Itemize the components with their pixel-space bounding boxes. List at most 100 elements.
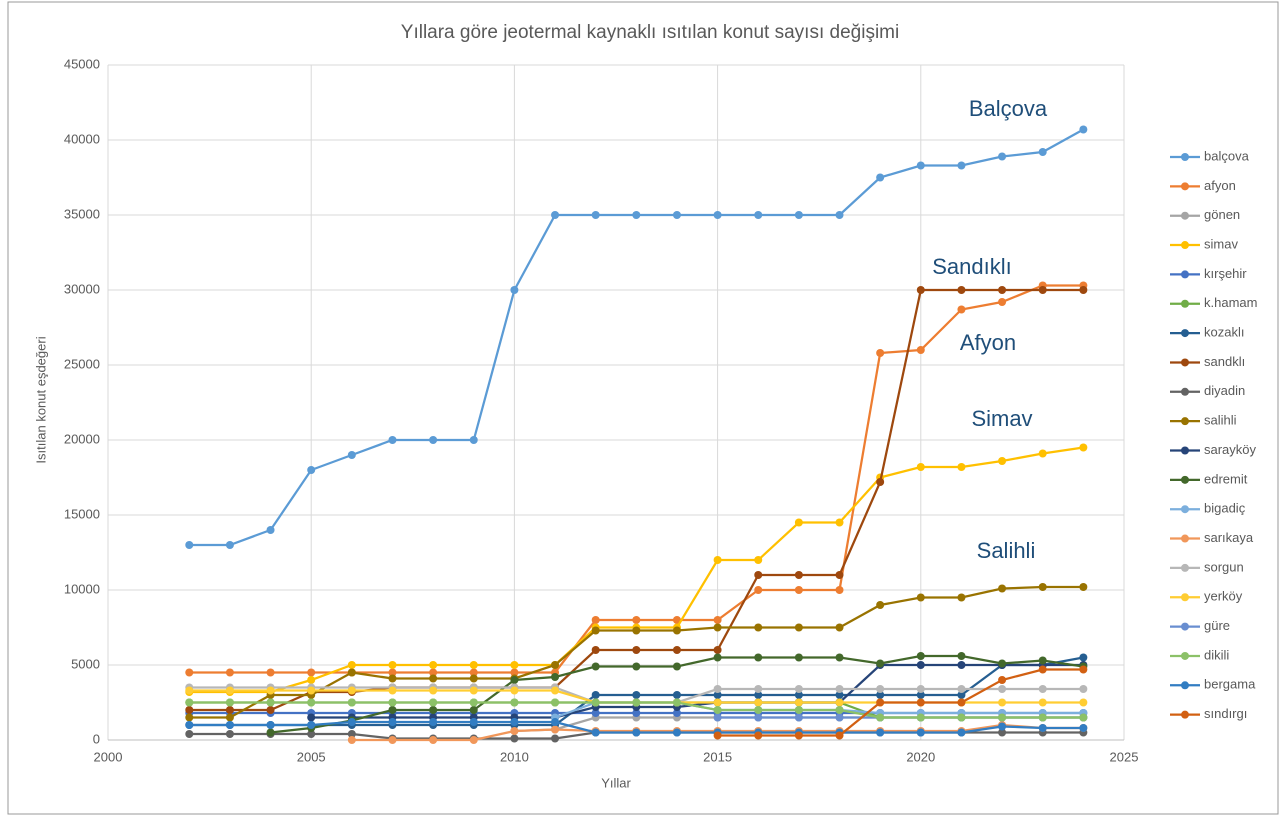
- legend-label: güre: [1204, 618, 1230, 633]
- data-point: [551, 686, 560, 695]
- data-point: [957, 161, 966, 170]
- data-point: [591, 626, 600, 635]
- data-point: [1079, 713, 1088, 722]
- data-point: [388, 661, 397, 669]
- data-point: [998, 713, 1007, 722]
- data-point: [957, 286, 966, 294]
- data-point: [347, 698, 356, 707]
- legend-marker: [1181, 241, 1189, 250]
- data-point: [835, 698, 844, 707]
- data-point: [632, 646, 641, 654]
- data-point: [632, 616, 641, 624]
- data-point: [916, 161, 925, 170]
- plot: Balçova Sandıklı Afyon Simav Salihli: [185, 96, 1088, 744]
- data-point: [510, 668, 519, 677]
- data-point: [307, 676, 316, 684]
- data-point: [794, 698, 803, 707]
- data-point: [1038, 449, 1047, 458]
- data-point: [1038, 286, 1047, 294]
- data-point: [835, 518, 844, 527]
- data-point: [469, 436, 478, 444]
- data-point: [429, 736, 438, 744]
- data-point: [998, 728, 1007, 737]
- legend-marker: [1181, 299, 1189, 308]
- legend-marker: [1181, 563, 1189, 572]
- data-point: [388, 668, 397, 677]
- data-point: [754, 691, 763, 699]
- legend-label: balçova: [1204, 148, 1250, 163]
- data-point: [916, 652, 925, 660]
- y-tick-label: 5000: [71, 656, 100, 671]
- data-point: [957, 593, 966, 602]
- legend-marker: [1181, 446, 1189, 455]
- data-point: [713, 731, 722, 740]
- data-point: [1079, 125, 1088, 134]
- data-point: [916, 463, 925, 471]
- data-point: [388, 718, 397, 726]
- chart-title: Yıllara göre jeotermal kaynaklı ısıtılan…: [401, 22, 899, 43]
- data-point: [672, 728, 681, 737]
- data-point: [1038, 665, 1047, 674]
- data-point: [672, 709, 681, 717]
- data-point: [185, 686, 194, 695]
- data-point: [307, 713, 316, 722]
- data-point: [754, 653, 763, 662]
- data-point: [957, 728, 966, 737]
- data-point: [347, 451, 356, 459]
- data-point: [347, 730, 356, 738]
- data-point: [713, 616, 722, 624]
- data-point: [632, 662, 641, 671]
- data-point: [347, 668, 356, 677]
- data-point: [916, 691, 925, 699]
- data-point: [672, 626, 681, 635]
- data-point: [794, 518, 803, 527]
- data-point: [225, 730, 234, 738]
- data-point: [388, 736, 397, 744]
- data-point: [998, 685, 1007, 693]
- y-tick-label: 45000: [64, 56, 100, 71]
- data-point: [1038, 724, 1047, 732]
- data-point: [388, 686, 397, 695]
- data-point: [713, 211, 722, 219]
- data-point: [591, 211, 600, 219]
- data-point: [307, 698, 316, 707]
- legend-label: gönen: [1204, 207, 1240, 222]
- data-point: [794, 713, 803, 722]
- chart-frame: [7, 1, 1279, 815]
- data-point: [1038, 713, 1047, 722]
- data-point: [185, 713, 194, 722]
- data-point: [876, 478, 885, 486]
- data-point: [835, 211, 844, 219]
- data-point: [876, 659, 885, 668]
- data-point: [388, 706, 397, 714]
- legend-label: afyon: [1204, 178, 1236, 193]
- data-point: [591, 616, 600, 624]
- data-point: [266, 526, 275, 534]
- data-point: [510, 661, 519, 669]
- data-point: [754, 698, 763, 707]
- data-point: [347, 736, 356, 744]
- data-point: [632, 728, 641, 737]
- data-point: [1038, 685, 1047, 693]
- data-point: [1079, 685, 1088, 693]
- data-point: [713, 653, 722, 662]
- data-point: [672, 211, 681, 219]
- data-point: [713, 556, 722, 564]
- data-point: [876, 698, 885, 707]
- data-point: [429, 698, 438, 707]
- data-point: [713, 706, 722, 714]
- data-point: [1079, 583, 1088, 591]
- data-point: [185, 730, 194, 738]
- data-point: [794, 706, 803, 714]
- data-point: [551, 698, 560, 707]
- legend-label: diyadin: [1204, 383, 1245, 398]
- legend-marker: [1181, 622, 1189, 631]
- data-point: [632, 709, 641, 717]
- data-point: [307, 721, 316, 729]
- legend-marker: [1181, 651, 1189, 660]
- data-point: [591, 662, 600, 671]
- data-point: [307, 730, 316, 738]
- data-point: [998, 152, 1007, 161]
